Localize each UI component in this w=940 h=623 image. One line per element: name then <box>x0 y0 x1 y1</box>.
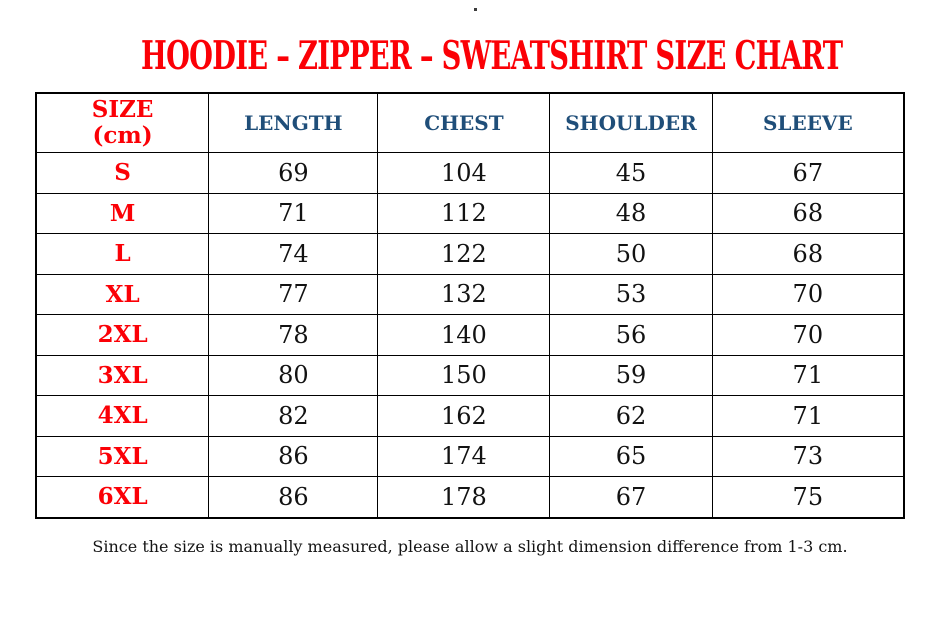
sleeve-cell: 70 <box>711 314 905 356</box>
size-label-cell: 4XL <box>35 395 210 437</box>
shoulder-cell: 50 <box>549 233 713 275</box>
sleeve-cell: 71 <box>711 354 905 396</box>
chest-cell: 162 <box>377 395 551 437</box>
chest-cell: 178 <box>377 476 551 518</box>
table-row: 5XL 86 174 65 73 <box>35 435 905 477</box>
length-cell: 80 <box>208 354 379 396</box>
table-row: M 71 112 48 68 <box>35 192 905 234</box>
header-size-line2: (cm) <box>92 122 153 149</box>
sleeve-cell: 73 <box>711 435 905 477</box>
size-label-cell: 3XL <box>35 354 210 396</box>
header-chest: CHEST <box>377 92 551 153</box>
size-label-cell: 5XL <box>35 435 210 477</box>
header-length: LENGTH <box>208 92 379 153</box>
sleeve-cell: 68 <box>711 192 905 234</box>
table-row: 6XL 86 178 67 75 <box>35 476 905 518</box>
table-header-row: SIZE (cm) LENGTH CHEST SHOULDER SLEEVE <box>35 92 905 153</box>
shoulder-cell: 56 <box>549 314 713 356</box>
sleeve-cell: 67 <box>711 152 905 194</box>
chest-cell: 104 <box>377 152 551 194</box>
shoulder-cell: 53 <box>549 273 713 315</box>
table-row: 3XL 80 150 59 71 <box>35 354 905 396</box>
page-title: HOODIE – ZIPPER – SWEATSHIRT SIZE CHART <box>141 33 843 79</box>
header-size-cm: SIZE (cm) <box>35 92 210 153</box>
length-cell: 74 <box>208 233 379 275</box>
size-label-cell: 2XL <box>35 314 210 356</box>
header-shoulder: SHOULDER <box>549 92 713 153</box>
sleeve-cell: 71 <box>711 395 905 437</box>
length-cell: 71 <box>208 192 379 234</box>
chest-cell: 150 <box>377 354 551 396</box>
size-label-cell: S <box>35 152 210 194</box>
sleeve-cell: 70 <box>711 273 905 315</box>
chest-cell: 122 <box>377 233 551 275</box>
table-row: S 69 104 45 67 <box>35 152 905 194</box>
shoulder-cell: 62 <box>549 395 713 437</box>
measurement-disclaimer: Since the size is manually measured, ple… <box>92 537 848 556</box>
size-label-cell: M <box>35 192 210 234</box>
stray-dot <box>474 8 477 11</box>
table-row: XL 77 132 53 70 <box>35 273 905 315</box>
length-cell: 86 <box>208 476 379 518</box>
chest-cell: 112 <box>377 192 551 234</box>
shoulder-cell: 65 <box>549 435 713 477</box>
header-size-line1: SIZE <box>91 96 154 124</box>
chest-cell: 140 <box>377 314 551 356</box>
length-cell: 69 <box>208 152 379 194</box>
length-cell: 77 <box>208 273 379 315</box>
shoulder-cell: 45 <box>549 152 713 194</box>
size-label-cell: 6XL <box>35 476 210 518</box>
length-cell: 82 <box>208 395 379 437</box>
table-row: 4XL 82 162 62 71 <box>35 395 905 437</box>
sleeve-cell: 75 <box>711 476 905 518</box>
shoulder-cell: 67 <box>549 476 713 518</box>
chest-cell: 174 <box>377 435 551 477</box>
sleeve-cell: 68 <box>711 233 905 275</box>
size-chart-table: SIZE (cm) LENGTH CHEST SHOULDER SLEEVE S… <box>35 92 905 519</box>
header-sleeve: SLEEVE <box>711 92 905 153</box>
length-cell: 86 <box>208 435 379 477</box>
table-row: L 74 122 50 68 <box>35 233 905 275</box>
size-label-cell: L <box>35 233 210 275</box>
length-cell: 78 <box>208 314 379 356</box>
shoulder-cell: 59 <box>549 354 713 396</box>
table-row: 2XL 78 140 56 70 <box>35 314 905 356</box>
chest-cell: 132 <box>377 273 551 315</box>
shoulder-cell: 48 <box>549 192 713 234</box>
size-label-cell: XL <box>35 273 210 315</box>
